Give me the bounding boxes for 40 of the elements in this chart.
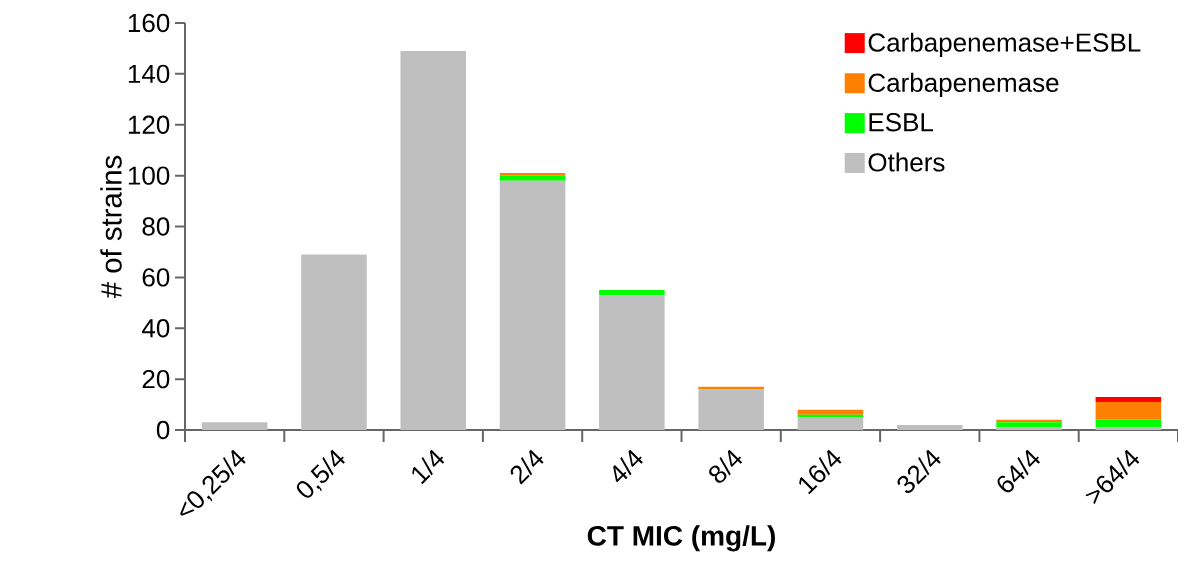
bar	[1095, 419, 1162, 428]
bar	[1095, 427, 1162, 430]
bar	[1095, 396, 1162, 403]
x-tick-label: 16/4	[799, 449, 842, 495]
bar	[698, 389, 764, 430]
y-tick-label: 140	[128, 64, 170, 84]
y-tick-label: 80	[142, 217, 170, 236]
bar	[301, 254, 367, 430]
y-axis-title: # of strains	[100, 155, 122, 299]
bar	[499, 175, 566, 181]
y-tick-label: 20	[142, 369, 170, 389]
legend-label: Carbapenemase	[868, 72, 1059, 98]
x-tick-label: 1/4	[412, 449, 445, 485]
bar	[797, 417, 864, 430]
bar	[797, 409, 864, 415]
bar	[499, 173, 566, 176]
legend-label: Others	[868, 152, 945, 172]
bar	[996, 422, 1062, 428]
bar	[201, 422, 268, 430]
y-tick-label: 40	[141, 319, 170, 338]
bar	[896, 424, 963, 430]
legend-label: Carbapenemase+ESBL	[868, 32, 1141, 57]
x-tick-label: 2/4	[510, 449, 544, 485]
y-tick-label: 60	[142, 268, 170, 287]
x-tick-label: 32/4	[897, 449, 941, 494]
bar	[499, 180, 566, 430]
bar	[1095, 402, 1162, 420]
legend-label: ESBL	[869, 113, 933, 132]
bar	[400, 50, 467, 430]
x-tick-label: 8/4	[709, 449, 743, 483]
bar	[996, 427, 1062, 430]
x-tick-label: 64/4	[997, 449, 1041, 493]
y-tick-label: 120	[128, 115, 170, 134]
y-tick-label: 160	[128, 13, 170, 33]
bar	[599, 290, 665, 296]
x-axis-title: CT MIC (mg/L)	[587, 525, 775, 552]
bar	[599, 295, 665, 430]
x-tick-label: 4/4	[613, 449, 643, 483]
y-tick-label: 0	[156, 420, 170, 440]
y-tick-label: 100	[128, 166, 170, 185]
